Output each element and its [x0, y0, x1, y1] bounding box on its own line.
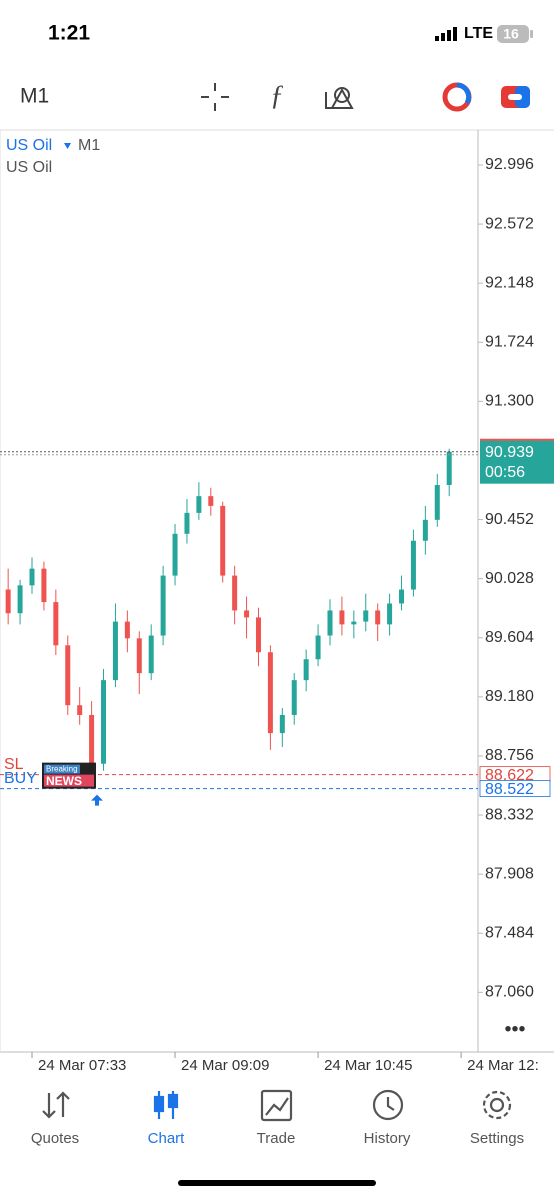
candle-body: [291, 680, 297, 715]
candle-body: [327, 610, 333, 636]
candle-body: [5, 589, 11, 614]
candle-body: [303, 659, 309, 681]
order-price-label: 88.622: [485, 767, 534, 784]
timeframe-button[interactable]: M1: [20, 85, 49, 108]
y-tick-label: 92.572: [485, 215, 534, 232]
x-tick-label: 24 Mar 09:09: [181, 1057, 269, 1074]
candle-body: [387, 603, 393, 625]
candle-body: [101, 680, 107, 764]
y-tick-label: 92.996: [485, 156, 534, 173]
candle-body: [255, 617, 261, 653]
x-tick-label: 24 Mar 07:33: [38, 1057, 126, 1074]
candle-body: [244, 610, 250, 618]
y-tick-label: 91.300: [485, 393, 534, 410]
y-tick-label: 89.180: [485, 688, 534, 705]
candle-body: [41, 568, 47, 603]
order-label: BUY: [4, 770, 37, 787]
candle-body: [339, 610, 345, 625]
crosshair-button[interactable]: [201, 83, 229, 111]
order-label: SL: [4, 756, 24, 773]
news-badge-bottom: [44, 774, 94, 787]
symbol-dropdown[interactable]: [64, 143, 71, 149]
candle-body: [208, 496, 214, 506]
candle-body: [422, 519, 428, 541]
candle-body: [279, 714, 285, 734]
candle-body: [410, 540, 416, 590]
news-badge-top: [44, 764, 80, 774]
order-price-box: [479, 780, 551, 797]
objects-button[interactable]: [325, 87, 354, 109]
candle-body: [29, 568, 35, 586]
y-tick-label: 87.484: [485, 924, 534, 941]
candle-body: [196, 496, 202, 513]
news-badge-bottom-text: NEWS: [46, 774, 82, 788]
x-tick-label: 24 Mar 12:: [467, 1057, 539, 1074]
y-tick-label: 88.332: [485, 806, 534, 823]
y-tick-label: 87.908: [485, 865, 534, 882]
candle-body: [446, 451, 452, 486]
candle-body: [399, 589, 405, 604]
nav-item[interactable]: Trade: [257, 1130, 296, 1147]
candle-body: [267, 652, 273, 734]
signal: [435, 27, 457, 41]
candle-body: [136, 638, 142, 674]
candle-body: [172, 533, 178, 576]
battery-level: 16: [503, 26, 519, 42]
candle-body: [220, 505, 226, 576]
y-tick-label: 91.724: [485, 333, 534, 350]
candle-body: [232, 575, 238, 611]
candles: [5, 448, 452, 785]
chart-subtitle: US Oil: [6, 159, 52, 176]
candle-body: [124, 621, 130, 639]
candle-body: [363, 610, 369, 622]
symbol[interactable]: US Oil: [6, 137, 52, 154]
network: LTE: [464, 25, 493, 42]
indicators-button[interactable]: ƒ: [270, 80, 284, 111]
home-indicator: [178, 1180, 376, 1186]
candle-body: [351, 621, 357, 625]
y-tick-label: 87.060: [485, 984, 534, 1001]
y-tick-label: 92.148: [485, 274, 534, 291]
y-tick-label: 90.028: [485, 570, 534, 587]
candle-body: [89, 714, 95, 764]
y-tick-label: 88.756: [485, 747, 534, 764]
y-tick-label: 89.604: [485, 629, 534, 646]
nav-item[interactable]: Chart: [148, 1130, 186, 1147]
candle-body: [375, 610, 381, 625]
order-price-label: 88.522: [485, 781, 534, 798]
nav-icons: [42, 1089, 512, 1122]
current-price-box: [480, 439, 554, 484]
battery: [497, 25, 529, 43]
candle-body: [315, 635, 321, 660]
nav-item[interactable]: Settings: [470, 1130, 524, 1147]
buy-arrow: [91, 794, 103, 806]
candle-body: [160, 575, 166, 636]
nav-item[interactable]: Quotes: [31, 1130, 79, 1147]
trade-button[interactable]: [501, 86, 530, 108]
more-button[interactable]: •••: [504, 1018, 525, 1040]
news-badge-top-text: Breaking: [46, 765, 78, 774]
candle-body: [434, 485, 440, 520]
candle-body: [184, 512, 190, 534]
chart-timeframe: M1: [78, 137, 100, 154]
battery-tip: [530, 30, 533, 38]
candle-body: [77, 705, 83, 715]
status-time: 1:21: [48, 22, 90, 45]
x-tick-label: 24 Mar 10:45: [324, 1057, 412, 1074]
candle-body: [148, 635, 154, 674]
candle-body: [17, 585, 23, 614]
nav-item[interactable]: History: [364, 1130, 411, 1147]
candle-body: [65, 645, 71, 706]
signals-button[interactable]: [442, 82, 472, 112]
bar-timer: 00:56: [485, 464, 525, 481]
current-price-label: 90.939: [485, 444, 534, 461]
candle-body: [112, 621, 118, 681]
candle-body: [53, 602, 59, 646]
y-tick-label: 90.452: [485, 511, 534, 528]
